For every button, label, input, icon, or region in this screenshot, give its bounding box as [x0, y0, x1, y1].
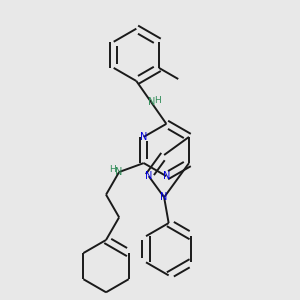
- Text: H: H: [154, 95, 161, 104]
- Text: N: N: [160, 192, 168, 202]
- Text: H: H: [109, 165, 116, 174]
- Text: N: N: [116, 167, 123, 177]
- Text: N: N: [148, 98, 155, 107]
- Text: N: N: [163, 171, 170, 181]
- Text: N: N: [145, 171, 152, 181]
- Text: N: N: [140, 132, 147, 142]
